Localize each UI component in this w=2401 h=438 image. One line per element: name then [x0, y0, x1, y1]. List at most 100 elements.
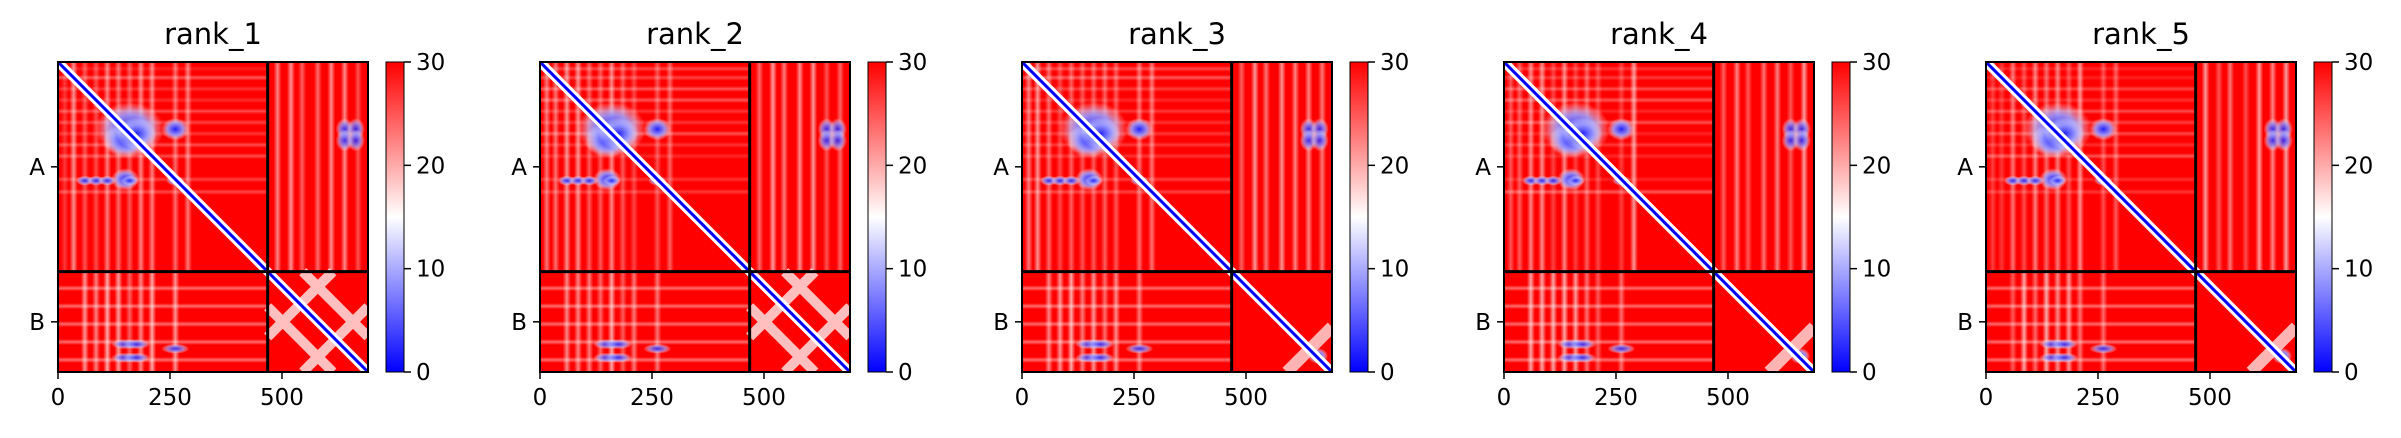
x-tick-label: 0: [1979, 385, 1994, 411]
low-error-region: [1568, 352, 1597, 363]
low-error-region: [1062, 175, 1081, 186]
low-error-region: [120, 175, 139, 186]
colorbar-tick-label: 30: [1380, 50, 1409, 76]
heatmap-texture: [340, 62, 349, 272]
heatmap-texture: [1997, 62, 2006, 272]
y-tick-label: A: [29, 155, 45, 181]
heatmap-texture: [540, 119, 750, 126]
heatmap-texture: [1504, 176, 1714, 183]
heatmap-texture: [2008, 62, 2017, 272]
colorbar-tick-label: 10: [1862, 257, 1891, 283]
heatmap-texture: [1786, 62, 1795, 272]
colorbar-frame: [385, 61, 405, 373]
x-tick-label: 500: [742, 385, 786, 411]
heatmap-texture: [540, 356, 750, 363]
colorbar-tick-label: 20: [416, 153, 445, 179]
heatmap-texture: [1986, 97, 2196, 104]
heatmap-texture: [125, 62, 134, 272]
heatmap-texture: [1022, 285, 1232, 292]
heatmap-texture: [58, 188, 268, 195]
heatmap-texture: [1022, 153, 1232, 160]
low-error-region: [643, 343, 672, 354]
chain-b-pattern-line: [299, 268, 368, 341]
heatmap-texture: [1629, 62, 1638, 272]
colorbar-tick-label: 0: [2344, 360, 2359, 386]
heatmap-texture: [1800, 62, 1809, 272]
low-error-region: [1792, 129, 1811, 152]
y-tick-label: A: [511, 155, 527, 181]
colorbar-tick-label: 30: [416, 50, 445, 76]
heatmap-texture: [1022, 108, 1232, 115]
heatmap-texture: [60, 62, 69, 272]
low-error-region: [1125, 117, 1154, 141]
heatmap-texture: [1022, 65, 1232, 72]
chain-b-pattern-line: [264, 303, 337, 372]
axes-frame: [1021, 61, 1333, 373]
colorbar: [386, 62, 404, 372]
heatmap-texture: [1147, 62, 1156, 272]
heatmap-texture: [585, 62, 594, 272]
colorbar-tick-label: 30: [1862, 50, 1891, 76]
diagonal: [1022, 62, 1332, 372]
y-tick-label: A: [1957, 155, 1973, 181]
heatmap-texture: [1237, 62, 1246, 272]
heatmap-texture: [327, 62, 336, 272]
y-tick-label: A: [993, 155, 1009, 181]
colorbar-tick-label: 20: [898, 153, 927, 179]
x-tick-label: 250: [2076, 385, 2120, 411]
panel-rank-3: rank_3 0 250 500 A B 0 10 20 30: [993, 17, 1409, 411]
heatmap-texture: [58, 356, 268, 363]
heatmap-texture: [1024, 62, 1033, 272]
low-error-region: [602, 175, 621, 186]
low-error-region: [604, 339, 633, 350]
heatmap-texture: [1291, 62, 1300, 272]
heatmap-texture: [1504, 108, 1714, 115]
heatmap-texture: [1304, 62, 1313, 272]
heatmap-texture: [1022, 303, 1232, 310]
low-error-region: [2050, 352, 2079, 363]
low-error-region: [161, 343, 190, 354]
heatmap-texture: [2064, 62, 2073, 272]
low-error-region: [122, 339, 151, 350]
panel-title: rank_5: [2092, 17, 2190, 51]
low-error-region: [346, 129, 365, 152]
heatmap-texture: [768, 62, 777, 272]
colorbar: [1832, 62, 1850, 372]
colorbar-tick-label: 10: [1380, 257, 1409, 283]
low-error-region: [2089, 343, 2118, 354]
heatmap-texture: [1022, 97, 1232, 104]
axes-frame: [539, 61, 851, 373]
heatmap-texture: [58, 74, 268, 81]
heatmap-texture: [542, 62, 551, 272]
heatmap-texture: [298, 62, 307, 272]
heatmap-texture: [1504, 141, 1714, 148]
heatmap-texture: [1617, 62, 1626, 272]
low-error-region: [580, 175, 599, 186]
heatmap-texture: [58, 97, 268, 104]
heatmap-texture: [1067, 62, 1076, 272]
heatmap-texture: [1022, 141, 1232, 148]
heatmap-texture: [1719, 62, 1728, 272]
heatmap-texture: [1504, 285, 1714, 292]
heatmap-texture: [2053, 62, 2062, 272]
heatmap-texture: [1986, 285, 2196, 292]
heatmap-texture: [58, 176, 268, 183]
heatmap-texture: [58, 153, 268, 160]
panel-rank-1: rank_1 0 250 500 A B 0 10 20 30: [29, 17, 445, 411]
heatmap-texture: [618, 62, 627, 272]
low-error-region: [1086, 352, 1115, 363]
y-tick-label: B: [1475, 310, 1491, 336]
heatmap-texture: [540, 303, 750, 310]
colorbar-tick-label: 20: [1862, 153, 1891, 179]
heatmap-texture: [2201, 62, 2210, 272]
colorbar-tick-label: 0: [1380, 360, 1395, 386]
heatmap-texture: [1759, 62, 1768, 272]
heatmap-texture: [2255, 62, 2264, 272]
low-error-region: [122, 352, 151, 363]
heatmap-texture: [1560, 62, 1569, 272]
heatmap-texture: [1571, 62, 1580, 272]
panel-rank-5: rank_5 0 250 500 A B 0 10 20 30: [1957, 17, 2373, 411]
heatmap-texture: [540, 176, 750, 183]
y-tick-label: B: [993, 310, 1009, 336]
heatmap-texture: [286, 62, 295, 272]
